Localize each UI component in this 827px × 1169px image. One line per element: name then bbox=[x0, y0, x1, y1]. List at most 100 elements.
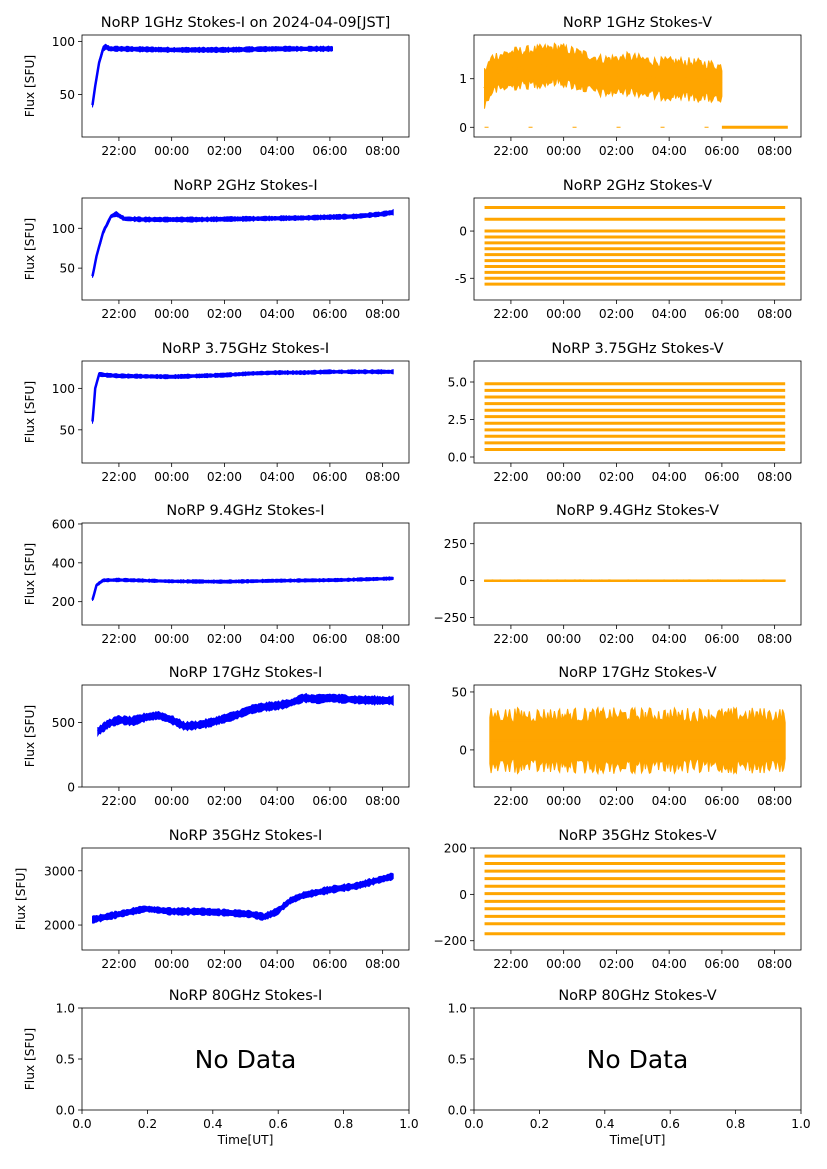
x-tick-label: 04:00 bbox=[652, 470, 687, 484]
axes-frame bbox=[473, 360, 802, 464]
y-tick-label: −200 bbox=[434, 934, 467, 948]
x-tick-label: 22:00 bbox=[101, 144, 136, 158]
panel-title: NoRP 3.75GHz Stokes-V bbox=[551, 341, 723, 357]
x-tick-label: 00:00 bbox=[546, 632, 581, 646]
axes-frame bbox=[81, 522, 410, 626]
axes-frame bbox=[473, 847, 802, 951]
x-tick-label: 22:00 bbox=[493, 632, 528, 646]
series-1-band bbox=[97, 692, 394, 738]
axes-frame bbox=[473, 197, 802, 301]
data-marks bbox=[484, 854, 786, 936]
data-marks bbox=[97, 692, 394, 738]
x-tick-label: 00:00 bbox=[546, 794, 581, 808]
x-tick-label: 08:00 bbox=[757, 794, 792, 808]
panel-9: 22:00 00:00 02:00 04:00 06:00 08:00 0 500 NoRP 1… bbox=[23, 665, 410, 808]
panel-title: NoRP 3.75GHz Stokes-I bbox=[162, 341, 329, 357]
panel-12: 22:00 00:00 02:00 04:00 06:00 08:00 −200 0 200 No… bbox=[434, 828, 802, 971]
x-tick-label: 0.6 bbox=[269, 1117, 288, 1131]
y-tick-label: 1 bbox=[459, 72, 467, 86]
series-1-line bbox=[91, 211, 394, 277]
x-tick-label: 04:00 bbox=[260, 794, 295, 808]
panel-title: NoRP 2GHz Stokes-V bbox=[563, 178, 712, 194]
x-tick-label: 02:00 bbox=[599, 957, 634, 971]
x-axis-label: Time[UT] bbox=[609, 1133, 666, 1147]
x-tick-label: 00:00 bbox=[546, 957, 581, 971]
data-marks bbox=[484, 382, 786, 451]
y-tick-label: 50 bbox=[59, 423, 75, 437]
y-tick-label: 2000 bbox=[44, 919, 75, 933]
panel-title: NoRP 80GHz Stokes-V bbox=[558, 988, 716, 1004]
x-tick-label: 02:00 bbox=[599, 470, 634, 484]
x-tick-label: 06:00 bbox=[312, 794, 347, 808]
axes-frame bbox=[473, 1007, 802, 1111]
axes-frame bbox=[473, 522, 802, 626]
y-tick-label: 1.0 bbox=[448, 1002, 467, 1016]
y-tick-label: 0.5 bbox=[448, 1053, 467, 1067]
x-tick-label: 06:00 bbox=[312, 632, 347, 646]
y-tick-label: 50 bbox=[59, 262, 75, 276]
y-tick-label: 600 bbox=[52, 517, 75, 531]
y-tick-label: 1.0 bbox=[56, 1002, 75, 1016]
panel-10: 22:00 00:00 02:00 04:00 06:00 08:00 0 50 NoRP 17… bbox=[451, 665, 802, 808]
y-tick-label: 400 bbox=[52, 556, 75, 570]
x-tick-label: 02:00 bbox=[207, 470, 242, 484]
axes-frame bbox=[473, 684, 802, 788]
series-1-line bbox=[91, 45, 333, 106]
y-tick-label: 100 bbox=[52, 222, 75, 236]
x-tick-label: 04:00 bbox=[652, 144, 687, 158]
series-1-line bbox=[97, 696, 394, 733]
y-axis-label: Flux [SFU] bbox=[23, 543, 37, 605]
data-marks bbox=[484, 579, 786, 582]
panel-title: NoRP 35GHz Stokes-I bbox=[169, 828, 323, 844]
x-tick-label: 22:00 bbox=[493, 470, 528, 484]
axes-frame bbox=[81, 197, 410, 301]
y-tick-label: 200 bbox=[444, 842, 467, 856]
x-tick-label: 02:00 bbox=[207, 307, 242, 321]
x-tick-label: 08:00 bbox=[365, 794, 400, 808]
data-marks bbox=[91, 576, 394, 602]
panel-title: NoRP 2GHz Stokes-I bbox=[173, 178, 317, 194]
x-tick-label: 04:00 bbox=[652, 632, 687, 646]
y-tick-label: -5 bbox=[455, 272, 467, 286]
y-tick-label: 0 bbox=[459, 743, 467, 757]
x-tick-label: 08:00 bbox=[365, 144, 400, 158]
x-tick-label: 22:00 bbox=[101, 470, 136, 484]
axes-frame bbox=[473, 34, 802, 138]
x-tick-label: 22:00 bbox=[493, 794, 528, 808]
x-tick-label: 00:00 bbox=[154, 794, 189, 808]
x-tick-label: 06:00 bbox=[704, 307, 739, 321]
y-tick-label: 0 bbox=[459, 121, 467, 135]
data-marks bbox=[489, 706, 786, 776]
panel-8: 22:00 00:00 02:00 04:00 06:00 08:00 −250 0 250 No… bbox=[434, 503, 802, 646]
x-tick-label: 1.0 bbox=[791, 1117, 810, 1131]
x-tick-label: 00:00 bbox=[546, 144, 581, 158]
y-tick-label: 500 bbox=[52, 716, 75, 730]
panel-11: 22:00 00:00 02:00 04:00 06:00 08:00 2000 3000 No… bbox=[14, 828, 410, 971]
x-tick-label: 04:00 bbox=[652, 794, 687, 808]
y-tick-label: 0.5 bbox=[56, 1053, 75, 1067]
x-tick-label: 00:00 bbox=[154, 957, 189, 971]
axes-frame bbox=[81, 1007, 410, 1111]
x-tick-label: 08:00 bbox=[365, 470, 400, 484]
panel-2: 22:00 00:00 02:00 04:00 06:00 08:00 0 1 NoRP 1GH… bbox=[459, 15, 802, 158]
panel-4: 22:00 00:00 02:00 04:00 06:00 08:00 -5 0 NoRP 2G… bbox=[455, 178, 802, 321]
series-1-line bbox=[91, 370, 394, 422]
y-tick-label: 0.0 bbox=[448, 1104, 467, 1118]
x-tick-label: 08:00 bbox=[757, 144, 792, 158]
y-tick-label: 0 bbox=[67, 781, 75, 795]
data-marks bbox=[483, 42, 788, 129]
x-tick-label: 02:00 bbox=[207, 144, 242, 158]
x-tick-label: 1.0 bbox=[399, 1117, 418, 1131]
data-marks bbox=[484, 205, 786, 286]
panel-title: NoRP 17GHz Stokes-I bbox=[169, 665, 323, 681]
x-tick-label: 0.2 bbox=[138, 1117, 157, 1131]
x-tick-label: 06:00 bbox=[312, 470, 347, 484]
x-tick-label: 0.0 bbox=[72, 1117, 91, 1131]
y-tick-label: 50 bbox=[451, 685, 467, 699]
panel-3: 22:00 00:00 02:00 04:00 06:00 08:00 50 100 NoRP … bbox=[23, 178, 410, 321]
series-1-band bbox=[92, 872, 394, 924]
no-data-annotation: No Data bbox=[195, 1045, 297, 1074]
x-tick-label: 06:00 bbox=[704, 632, 739, 646]
x-tick-label: 02:00 bbox=[207, 794, 242, 808]
x-tick-label: 04:00 bbox=[260, 470, 295, 484]
